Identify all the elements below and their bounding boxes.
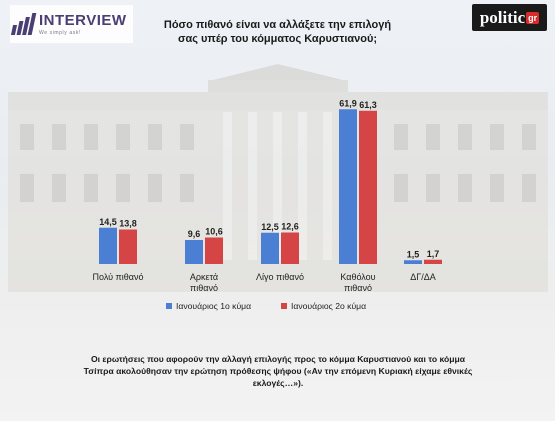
bar-series2-cat1 [119, 229, 137, 264]
data-label-series1-cat3: 12,5 [261, 222, 279, 232]
bar-series2-cat2 [205, 237, 223, 264]
logo-tagline: We simply ask! [39, 29, 81, 36]
bar-series2-cat5 [424, 259, 442, 264]
data-label-series1-cat2: 9,6 [188, 229, 201, 239]
category-label-1: Πολύ πιθανό [93, 272, 144, 282]
bar-series1-cat1 [99, 227, 117, 264]
legend-label-1: Ιανουάριος 1ο κύμα [176, 301, 251, 311]
politic-gr-logo: politic gr [472, 4, 547, 31]
category-label-2-line1: Αρκετά [190, 272, 218, 282]
logo-name: INTERVIEW [39, 11, 127, 29]
category-label-4-line1: Καθόλου [340, 272, 375, 282]
legend-swatch-2 [281, 303, 287, 309]
legend-label-2: Ιανουάριος 2ο κύμα [291, 301, 366, 311]
footnote: Οι ερωτήσεις που αφορούν την αλλαγή επιλ… [83, 354, 473, 388]
bar-series2-cat3 [281, 232, 299, 264]
chart-title: Πόσο πιθανό είναι να αλλάξετε την επιλογ… [163, 19, 392, 45]
category-label-5: ΔΓ/ΔΑ [410, 272, 435, 282]
data-label-series2-cat5: 1,7 [427, 249, 440, 259]
brand-main: politic [479, 7, 526, 27]
category-label-3: Λίγο πιθανό [256, 272, 304, 282]
data-label-series1-cat1: 14,5 [99, 217, 117, 227]
bar-series1-cat3 [261, 232, 279, 264]
data-label-series1-cat4: 61,9 [339, 98, 357, 108]
bar-series1-cat5 [404, 260, 422, 264]
data-label-series2-cat4: 61,3 [359, 100, 377, 110]
category-label-2-line2: πιθανό [190, 283, 218, 293]
legend-swatch-1 [166, 303, 172, 309]
category-label-4-line2: πιθανό [344, 283, 372, 293]
data-label-series2-cat2: 10,6 [205, 227, 223, 237]
data-label-series1-cat5: 1,5 [407, 249, 420, 259]
bar-series1-cat2 [185, 240, 203, 264]
bar-series1-cat4 [339, 109, 357, 264]
interview-logo: INTERVIEW We simply ask! [10, 5, 133, 43]
bar-series2-cat4 [359, 110, 377, 264]
data-label-series2-cat1: 13,8 [119, 219, 137, 229]
brand-suffix: gr [526, 11, 540, 24]
data-label-series2-cat3: 12,6 [281, 222, 299, 232]
